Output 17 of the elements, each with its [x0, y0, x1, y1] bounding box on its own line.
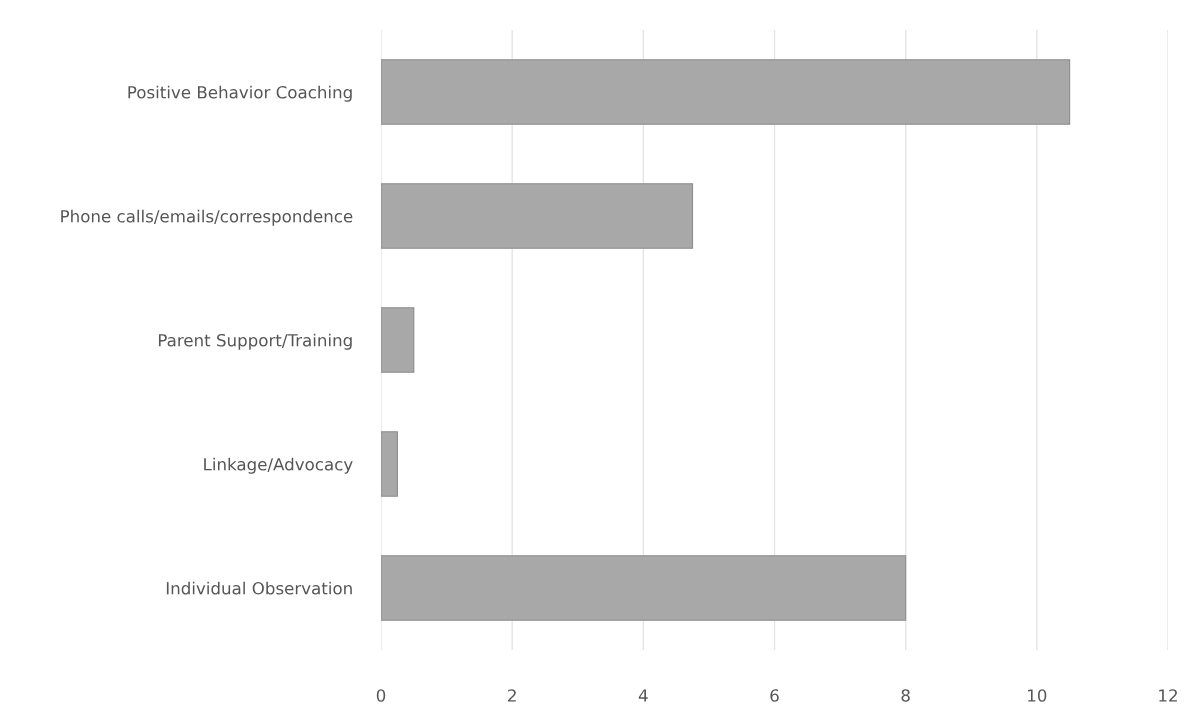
x-tick-label: 4	[638, 689, 648, 702]
x-tick-label: 12	[1159, 689, 1177, 702]
y-tick-label: Positive Behavior Coaching	[128, 85, 352, 102]
x-tick-label: 0	[376, 689, 386, 702]
x-tick-label: 6	[770, 689, 779, 702]
bar	[381, 183, 694, 249]
bar	[381, 431, 398, 497]
y-tick-label: Parent Support/Training	[158, 333, 352, 350]
bar	[381, 59, 1071, 125]
x-tick-label: 2	[508, 689, 516, 702]
bar	[381, 307, 415, 373]
y-tick-label: Linkage/Advocacy	[204, 457, 353, 474]
x-tick-label: 10	[1028, 689, 1047, 702]
y-tick-label: Individual Observation	[166, 581, 352, 595]
y-tick-label: Phone calls/emails/correspondence	[61, 209, 353, 226]
x-tick-label: 8	[901, 689, 910, 702]
bar	[381, 555, 907, 621]
